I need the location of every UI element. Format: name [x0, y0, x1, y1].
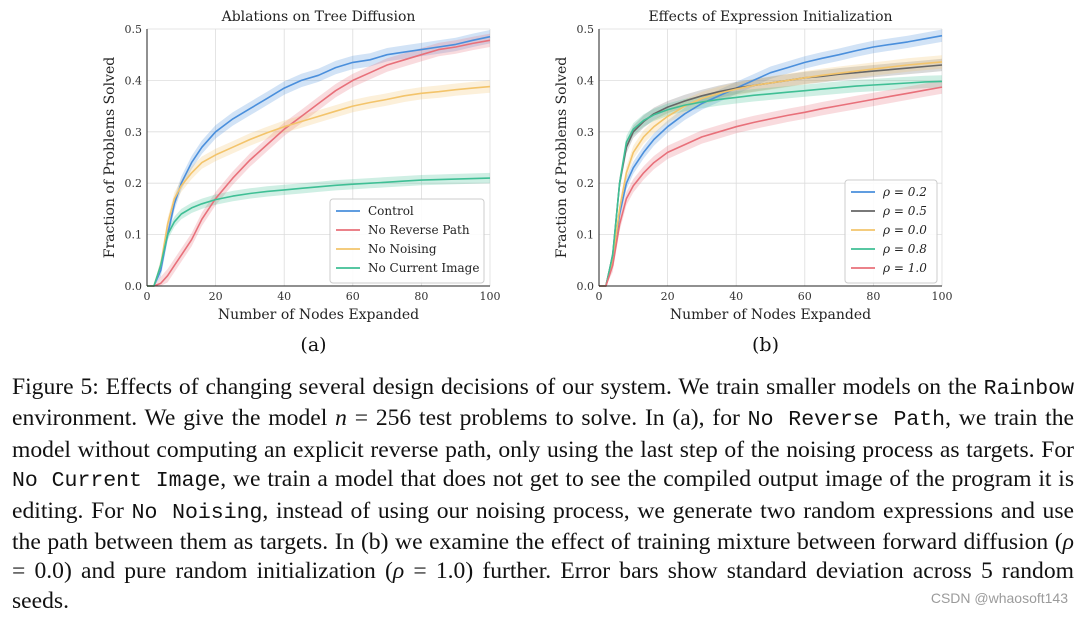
y-tick-label: 0.5 — [125, 23, 143, 36]
x-tick-label: 80 — [414, 290, 428, 303]
series-line-3 — [599, 80, 943, 287]
x-tick-label: 80 — [866, 290, 880, 303]
y-tick-label: 0.3 — [125, 126, 143, 139]
y-tick-label: 0.4 — [125, 74, 143, 87]
legend-entry-0: ρ = 0.2 — [882, 185, 927, 199]
legend-entry-3: ρ = 0.8 — [882, 242, 927, 256]
y-tick-label: 0.5 — [577, 23, 595, 36]
series-band-1 — [147, 33, 490, 286]
caption-code-no-current-image: No Current Image — [12, 469, 221, 494]
series-line-4 — [599, 86, 943, 287]
x-tick-label: 20 — [209, 290, 223, 303]
legend-box — [844, 179, 938, 284]
watermark: CSDN @whaosoft143 — [930, 590, 1068, 606]
x-tick-label: 0 — [144, 290, 151, 303]
panel-label: (b) — [752, 334, 779, 356]
series-band-3 — [147, 172, 490, 286]
y-tick-label: 0.0 — [577, 280, 595, 293]
caption-text-4: , we train the model without computing a… — [12, 405, 1074, 463]
caption-text-7: = 0.0) and pure random initialization ( — [12, 558, 393, 585]
legend-entry-4: ρ = 1.0 — [882, 261, 927, 275]
y-tick-label: 0.3 — [577, 126, 595, 139]
series-line-2 — [147, 85, 491, 287]
y-tick-label: 0.1 — [577, 229, 595, 242]
caption-math-rho-2: ρ — [392, 558, 405, 585]
x-tick-label: 100 — [932, 290, 953, 303]
x-tick-label: 20 — [661, 290, 675, 303]
series-line-3 — [147, 177, 491, 287]
chart-panel-a: 0.0 0.1 0.2 0.3 0.4 0.5 0 20 40 60 80 100 Ablations … — [102, 9, 501, 356]
caption-text-1: Figure 5: Effects of changing several de… — [12, 374, 984, 400]
caption-math-n: n — [335, 405, 347, 432]
x-tick-label: 40 — [277, 290, 291, 303]
y-axis-label: Fraction of Problems Solved — [102, 57, 118, 259]
y-tick-label: 0.4 — [577, 74, 595, 87]
caption-text-8: = 1.0) further. Error bars show standard… — [12, 558, 1074, 614]
caption-text-2: environment. We give the model — [12, 405, 336, 432]
y-tick-label: 0.2 — [125, 177, 143, 190]
legend: Control No Reverse Path No Noising No Curre… — [329, 198, 485, 284]
legend-entry-0: Control — [368, 204, 414, 218]
caption-code-no-reverse-path: No Reverse Path — [747, 408, 946, 433]
caption-code-no-noising: No Noising — [131, 500, 263, 525]
figure-5: 0.0 0.1 0.2 0.3 0.4 0.5 0 20 40 60 80 100 Ablations … — [102, 9, 953, 356]
y-tick-label: 0.0 — [125, 280, 143, 293]
legend-entry-1: ρ = 0.5 — [882, 204, 927, 218]
legend-box — [329, 198, 485, 284]
x-tick-label: 0 — [596, 290, 603, 303]
legend-entry-1: No Reverse Path — [368, 223, 470, 237]
caption-text-6: , instead of using our noising process, … — [12, 497, 1075, 556]
series-line-1 — [599, 64, 943, 287]
x-tick-label: 100 — [480, 290, 501, 303]
y-tick-label: 0.2 — [577, 177, 595, 190]
panel-label: (a) — [300, 334, 326, 356]
x-tick-label: 60 — [798, 290, 812, 303]
caption-code-rainbow: Rainbow — [983, 377, 1074, 401]
series-line-2 — [599, 61, 943, 287]
series-line-1 — [147, 39, 491, 287]
series-band-4 — [599, 80, 942, 287]
series-band-0 — [147, 30, 490, 286]
x-tick-label: 40 — [729, 290, 743, 303]
series-line-0 — [147, 35, 491, 287]
y-axis-label: Fraction of Problems Solved — [554, 57, 570, 259]
legend-entry-2: ρ = 0.0 — [882, 223, 927, 237]
caption-text-5: , we train a model that does not get to … — [12, 466, 1074, 524]
x-axis-label: Number of Nodes Expanded — [670, 307, 871, 323]
chart-panel-b: 0.0 0.1 0.2 0.3 0.4 0.5 0 20 40 60 80 100 Effects of… — [554, 9, 953, 356]
legend-entry-3: No Current Image — [368, 261, 479, 275]
chart-title: Ablations on Tree Diffusion — [221, 9, 416, 25]
x-tick-label: 60 — [346, 290, 360, 303]
legend-entry-2: No Noising — [368, 242, 437, 256]
figure-caption: Figure 5: Effects of changing several de… — [12, 373, 1074, 616]
caption-math-rho: ρ — [1062, 529, 1074, 556]
series-band-2 — [147, 80, 490, 287]
x-axis-label: Number of Nodes Expanded — [218, 307, 419, 323]
legend: ρ = 0.2 ρ = 0.5 ρ = 0.0 ρ = 0.8 ρ = 1.0 — [844, 179, 938, 284]
y-tick-label: 0.1 — [125, 229, 143, 242]
chart-title: Effects of Expression Initialization — [648, 9, 892, 25]
caption-text-3: = 256 test problems to solve. In (a), fo… — [346, 405, 748, 432]
